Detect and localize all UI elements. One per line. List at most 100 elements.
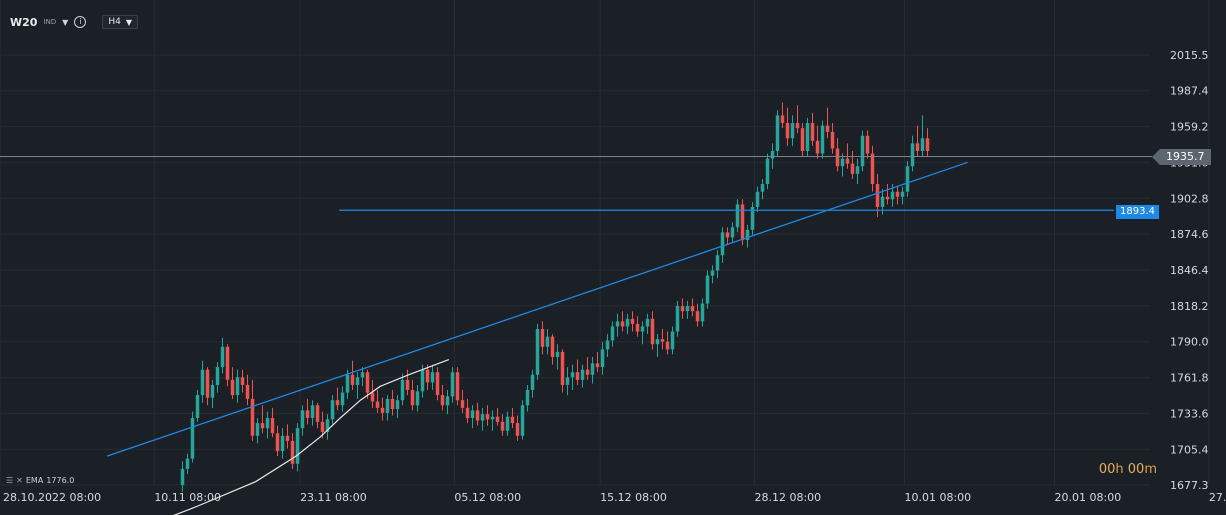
candle-body (285, 435, 290, 441)
candle-body (380, 407, 385, 413)
candle-body (760, 184, 765, 192)
candle-body (585, 369, 590, 375)
candle-body (590, 363, 595, 375)
candle-body (665, 341, 670, 350)
candle-body (375, 401, 380, 408)
y-tick-label: 1733.6 (1170, 407, 1209, 420)
candle-body (705, 275, 710, 304)
candle-body (515, 423, 520, 436)
candle-body (275, 433, 280, 452)
y-tick-label: 1705.4 (1170, 443, 1209, 456)
candle-body (870, 153, 875, 185)
ema-line (173, 358, 450, 515)
candle-body (595, 363, 600, 368)
candle-body (305, 410, 310, 418)
candle-body (690, 306, 695, 312)
close-icon[interactable]: ✕ (16, 476, 23, 485)
candle-body (200, 369, 205, 396)
candle-body (555, 351, 560, 357)
y-tick-label: 1902.8 (1170, 192, 1209, 205)
candle-body (685, 306, 690, 312)
candle-body (475, 410, 480, 421)
x-tick-label: 10.01 08:00 (904, 491, 971, 504)
candle-body (675, 306, 680, 332)
countdown-minutes-unit: m (1144, 462, 1157, 477)
candle-body (415, 391, 420, 406)
candle-body (800, 128, 805, 151)
candle-body (915, 143, 920, 151)
candle-body (400, 379, 405, 401)
candle-body (455, 372, 460, 401)
symbol-dropdown-icon[interactable]: ▼ (62, 17, 69, 27)
candle-body (620, 321, 625, 327)
candle-body (230, 379, 235, 396)
candle-body (730, 227, 735, 238)
candle-body (600, 349, 605, 368)
candle-body (225, 346, 230, 380)
symbol-type: IND (43, 18, 57, 26)
x-tick-label: 20.01 08:00 (1055, 491, 1122, 504)
candle-body (470, 410, 475, 418)
candle-body (790, 123, 795, 139)
candle-body (315, 405, 320, 422)
candle-body (700, 303, 705, 322)
candle-body (495, 416, 500, 422)
candle-body (735, 204, 740, 228)
candle-body (640, 326, 645, 332)
candle-body (740, 204, 745, 240)
candle-body (480, 414, 485, 421)
candle-body (680, 306, 685, 312)
candle-body (765, 158, 770, 185)
x-tick-label: 10.11 08:00 (154, 491, 221, 504)
candle-body (340, 392, 345, 406)
candle-body (405, 379, 410, 391)
y-tick-label: 1874.6 (1170, 228, 1209, 241)
candle-body (250, 398, 255, 436)
candle-body (345, 374, 350, 393)
candle-body (750, 206, 755, 230)
candle-body (900, 191, 905, 197)
candle-body (885, 196, 890, 200)
candle-body (490, 416, 495, 420)
ema-legend: ☰ ✕ EMA 1776.0 (6, 476, 74, 485)
countdown-hours: 00 (1098, 462, 1116, 477)
candle-body (925, 138, 930, 151)
info-icon[interactable]: i (74, 16, 87, 28)
candle-body (725, 232, 730, 238)
candle-body (580, 369, 585, 380)
candle-body (330, 400, 335, 420)
candle-body (660, 339, 665, 342)
candle-body (535, 328, 540, 375)
candle-body (265, 417, 270, 429)
candle-body (220, 346, 225, 368)
candle-body (770, 150, 775, 159)
settings-icon[interactable]: ☰ (6, 476, 14, 485)
candle-body (510, 416, 515, 424)
candle-body (890, 191, 895, 200)
hline-price-tag[interactable]: 1893.4 (1116, 205, 1159, 219)
x-tick-label: 28.10.2022 08:00 (3, 491, 101, 504)
candle-body (560, 351, 565, 385)
x-tick-label: 27.01 08:00 (1209, 491, 1226, 504)
candle-body (570, 372, 575, 378)
candle-body (860, 135, 865, 167)
candle-body (815, 140, 820, 154)
chart-header: W20 IND ▼ i H4 ▼ (10, 12, 138, 32)
candle-body (565, 377, 570, 385)
candle-body (715, 255, 720, 271)
candle-body (435, 372, 440, 396)
candle-body (795, 123, 800, 129)
y-tick-label: 1818.2 (1170, 300, 1209, 313)
y-tick-label: 2015.5 (1170, 49, 1209, 62)
candle-body (300, 410, 305, 429)
symbol-name[interactable]: W20 (10, 15, 38, 29)
candle-body (425, 369, 430, 383)
candle-body (290, 440, 295, 464)
candle-body (710, 270, 715, 276)
timeframe-select[interactable]: H4 ▼ (102, 15, 138, 29)
candle-body (650, 318, 655, 345)
candle-body (190, 417, 195, 459)
ema-value: 1776.0 (46, 476, 75, 485)
candle-body (695, 311, 700, 322)
